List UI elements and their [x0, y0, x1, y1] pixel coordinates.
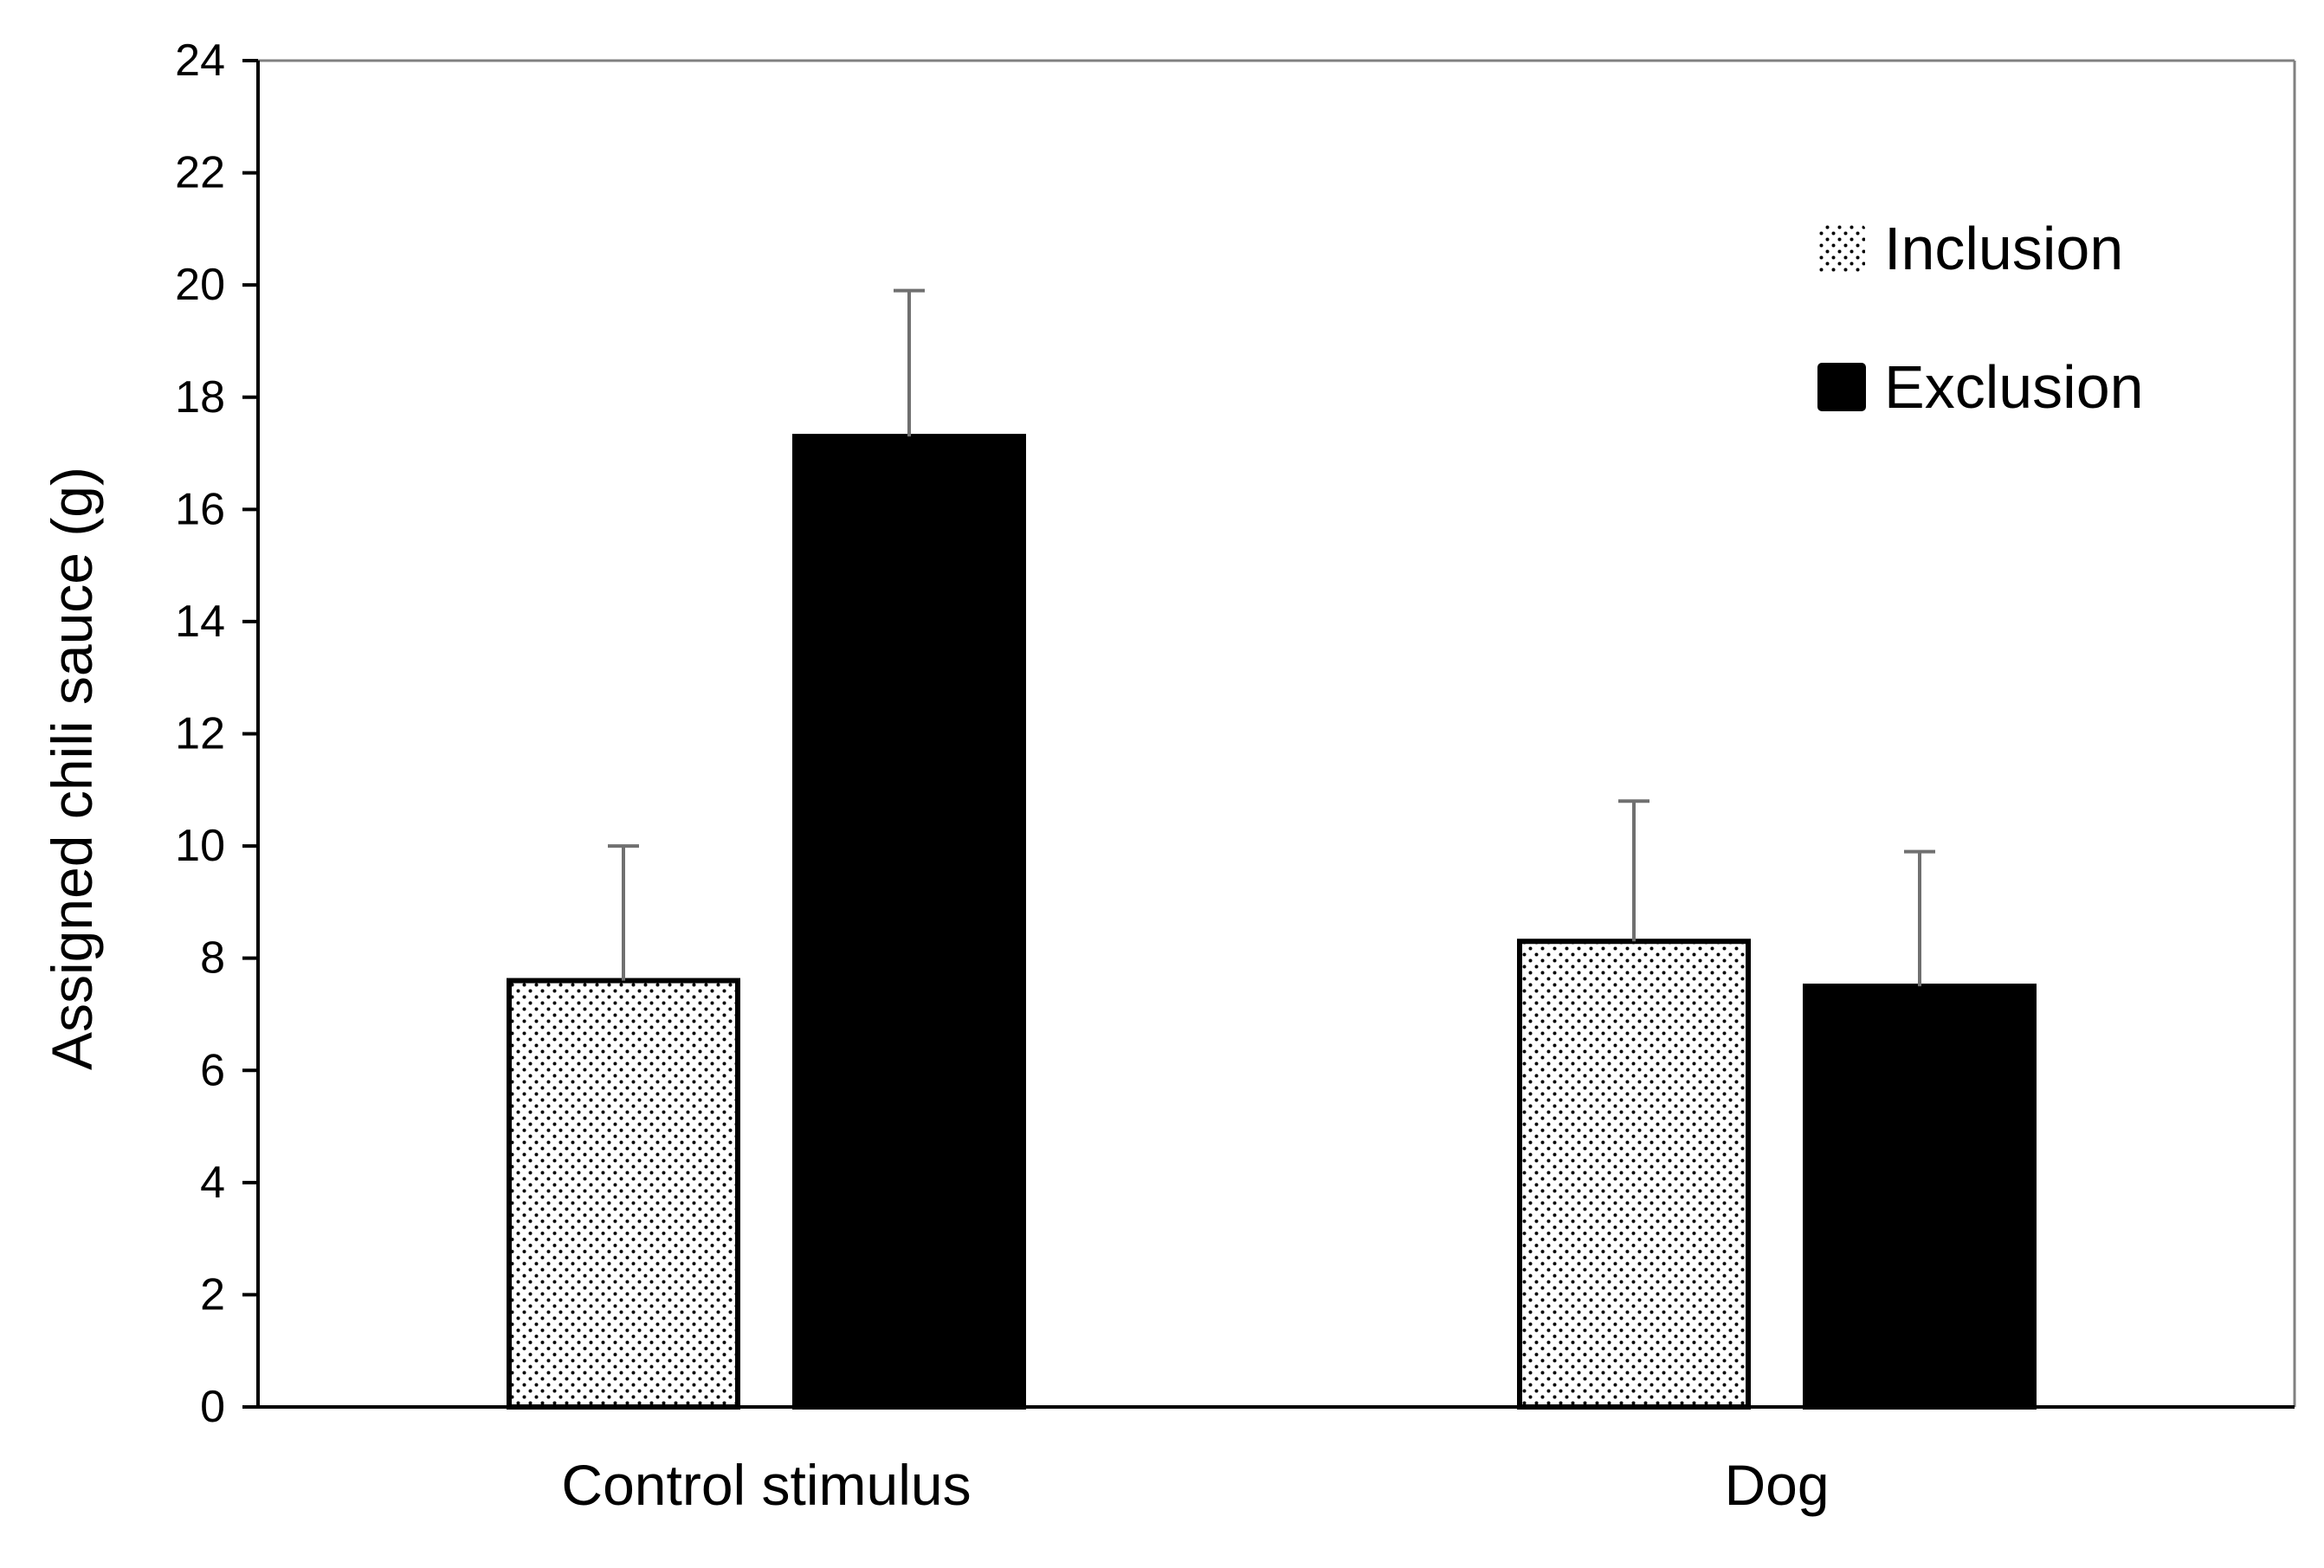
y-tick-label: 18: [175, 372, 225, 423]
legend: Inclusion Exclusion: [1817, 215, 2144, 421]
bars: [507, 434, 2037, 1410]
plot-frame: [258, 59, 2296, 1407]
y-tick-label: 14: [175, 597, 225, 647]
y-tick-label: 20: [175, 260, 225, 310]
x-category-label: Control stimulus: [561, 1453, 971, 1517]
x-axis-labels: Control stimulus Dog: [561, 1453, 1829, 1517]
error-bars: [608, 288, 1935, 987]
bar-exclusion-dog: [1803, 984, 2037, 1410]
legend-label-inclusion: Inclusion: [1884, 215, 2123, 282]
y-axis-title: Assigned chili sauce (g): [40, 467, 104, 1070]
bar-exclusion-control-stimulus: [792, 434, 1026, 1410]
legend-swatch-exclusion: [1817, 363, 1866, 411]
y-tick-label: 12: [175, 709, 225, 759]
x-category-label: Dog: [1724, 1453, 1829, 1517]
y-tick-label: 4: [200, 1158, 225, 1208]
legend-swatch-inclusion: [1818, 225, 1865, 272]
y-tick-label: 16: [175, 484, 225, 534]
y-tick-label: 10: [175, 821, 225, 871]
y-tick-label: 8: [200, 933, 225, 984]
bar-inclusion-control-stimulus: [507, 978, 740, 1410]
bar-inclusion-dog: [1517, 939, 1751, 1410]
legend-label-exclusion: Exclusion: [1884, 353, 2144, 421]
y-tick-label: 24: [175, 35, 225, 86]
y-tick-label: 2: [200, 1269, 225, 1320]
y-tick-label: 22: [175, 148, 225, 198]
y-tick-label: 0: [200, 1382, 225, 1432]
y-tick-label: 6: [200, 1045, 225, 1095]
